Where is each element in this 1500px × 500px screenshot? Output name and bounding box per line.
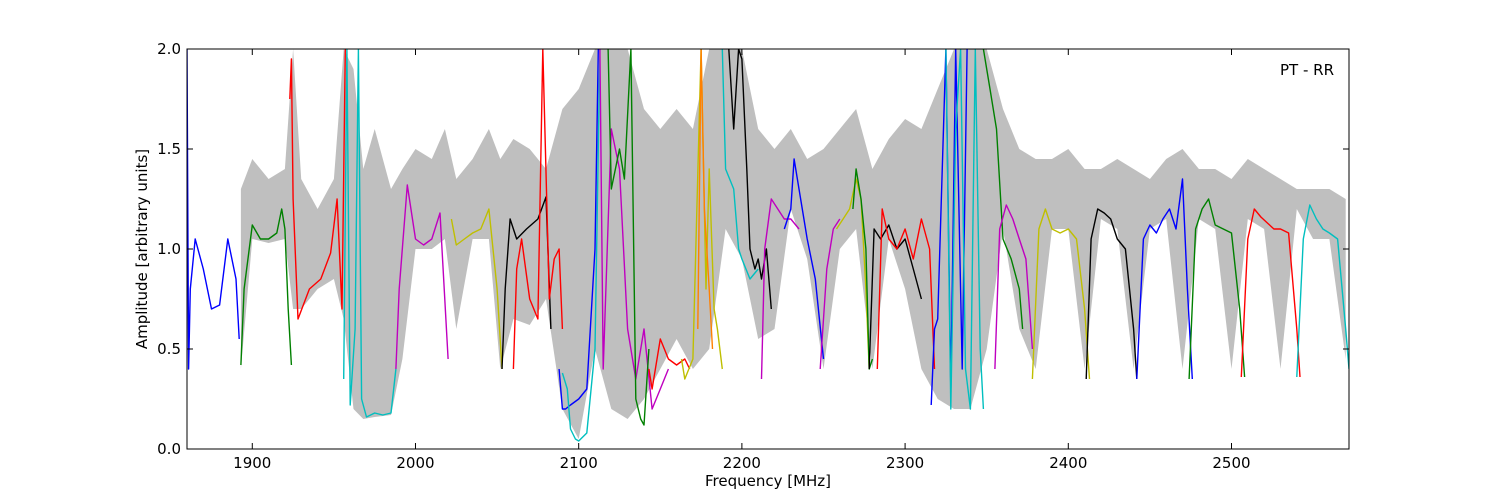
series-line-28 [994,204,1034,370]
y-tick-label: 2.0 [157,40,181,58]
series-line-23 [868,224,923,370]
series-line-2 [240,208,293,366]
series-line-6 [450,208,503,370]
series-line-12 [607,49,650,426]
series-line-9 [558,49,599,410]
series-line-4 [343,49,397,418]
series-line-34 [1296,204,1349,378]
envelope-band [240,49,1346,439]
series-line-31 [1136,178,1193,380]
series-line-1 [187,49,240,370]
axis-ticks: 1900 2000 2100 2200 2300 2400 2500 0.0 0.5 1.0 1.5… [157,40,1349,472]
series-line-5 [395,184,449,370]
series-line-3 [289,49,346,320]
series-line-26 [945,49,985,410]
x-tick-label: 2400 [1049,454,1087,472]
series-line-14 [680,49,723,380]
series-line-15 [697,49,714,350]
series-line-10 [561,49,601,442]
y-axis-label: Amplitude [arbitrary units] [133,149,151,349]
series-line-16 [721,49,759,280]
series-line-11 [599,49,670,410]
series-line-32 [1188,198,1246,380]
series-line-17 [728,49,772,310]
plot-area [187,49,1349,442]
series-line-27 [982,49,1024,330]
series-line-7 [501,196,552,370]
series-line-19 [783,158,825,360]
series-line-21 [835,178,870,370]
series-line-18 [760,198,800,380]
y-tick-label: 1.5 [157,140,181,158]
series-line-13 [648,338,691,390]
series-line-29 [1031,208,1091,380]
x-tick-label: 1900 [233,454,271,472]
series-line-30 [1085,208,1138,380]
y-tick-label: 1.0 [157,240,181,258]
series-line-20 [819,218,841,370]
x-tick-label: 2200 [723,454,761,472]
x-axis-label: Frequency [MHz] [705,472,831,490]
x-tick-label: 2100 [560,454,598,472]
x-tick-label: 2000 [396,454,434,472]
series-line-8 [512,49,564,370]
x-tick-label: 2500 [1212,454,1250,472]
y-tick-label: 0.0 [157,440,181,458]
x-tick-label: 2300 [886,454,924,472]
panel-annotation: PT - RR [1280,61,1334,79]
series-line-33 [1240,208,1301,378]
series-line-24 [876,208,936,370]
y-tick-label: 0.5 [157,340,181,358]
